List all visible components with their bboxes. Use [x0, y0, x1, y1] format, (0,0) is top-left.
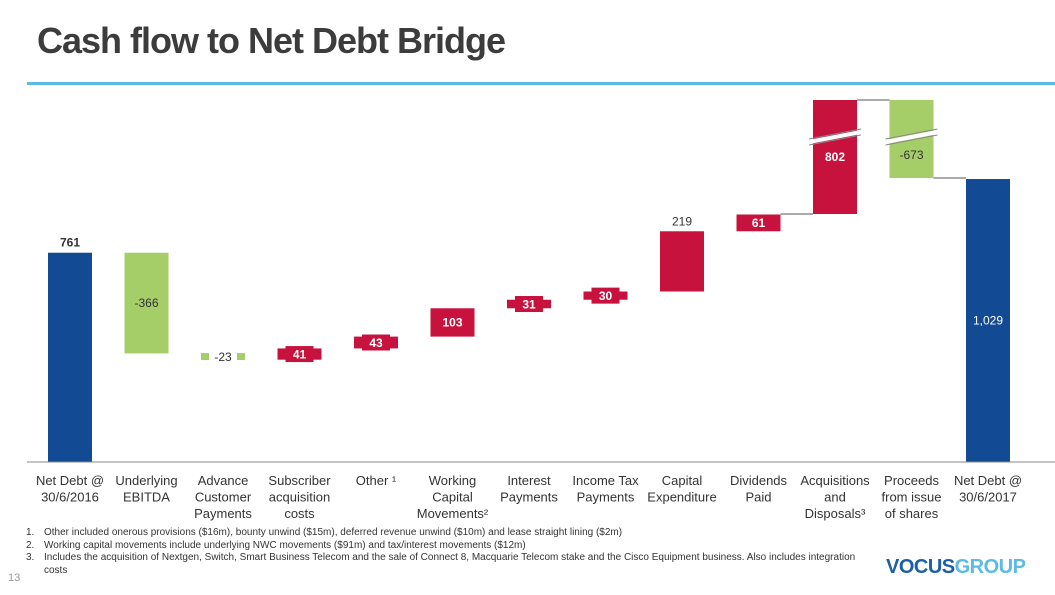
category-label-line: of shares	[885, 506, 939, 521]
category-label: Net Debt @ 30/6/2016	[36, 473, 104, 505]
category-label-line: Net Debt @	[36, 473, 104, 488]
category-label-line: Advance	[198, 473, 249, 488]
page-number: 13	[8, 572, 21, 584]
category-label: Interest Payments	[500, 473, 558, 505]
page-title: Cash flow to Net Debt Bridge	[37, 20, 506, 61]
footnote-text: Includes the acquisition of Nextgen, Swi…	[44, 552, 856, 576]
category-label-line: 30/6/2016	[41, 490, 99, 505]
category-label-line: Capital	[662, 473, 703, 488]
category-label-line: Other ¹	[356, 473, 397, 488]
category-label: Subscriber acquisition costs	[268, 473, 331, 521]
category-label-line: Interest	[507, 473, 551, 488]
waterfall-chart: 761 -366 -23 41 43 103 31 30 219 61 802 -673 1,029 N…	[27, 99, 1055, 521]
value-label-backdrop	[209, 348, 237, 365]
value-label: 219	[672, 214, 692, 228]
value-label: 31	[522, 298, 536, 312]
category-label: Acquisitions and Disposals³	[800, 473, 870, 521]
footnote-2: 2. Working capital movements include und…	[26, 540, 866, 553]
axis-break-mark	[808, 128, 862, 140]
footnote-number: 1.	[26, 527, 35, 538]
category-label: Net Debt @ 30/6/2017	[954, 473, 1022, 505]
bar	[966, 179, 1010, 462]
category-label-line: Disposals³	[805, 506, 866, 521]
title-divider	[27, 82, 1055, 85]
category-label-line: Working	[429, 473, 476, 488]
category-label-line: Movements²	[417, 506, 489, 521]
value-label: 1,029	[973, 314, 1003, 328]
footnote-3: 3. Includes the acquisition of Nextgen, …	[26, 552, 866, 577]
bar	[736, 214, 781, 232]
axis-break-mark	[885, 128, 938, 140]
axis-break-mark	[808, 130, 862, 144]
category-label-line: Dividends	[730, 473, 788, 488]
value-label-backdrop	[591, 287, 620, 304]
category-label-line: 30/6/2017	[959, 490, 1017, 505]
value-label: 41	[293, 348, 307, 362]
bar	[48, 252, 92, 462]
bar	[430, 308, 475, 337]
footnote-1: 1. Other included onerous provisions ($1…	[26, 527, 866, 540]
category-label-line: Income Tax	[572, 473, 639, 488]
value-label: -23	[214, 350, 232, 364]
connectors-group	[780, 99, 966, 215]
footnote-number: 3.	[26, 552, 35, 563]
value-label: 802	[825, 150, 845, 164]
value-label: 30	[599, 289, 613, 303]
category-label-line: Subscriber	[268, 473, 331, 488]
category-label-line: costs	[284, 506, 315, 521]
footnote-text: Other included onerous provisions ($16m)…	[44, 527, 623, 538]
logo-text-vocus: VOCUS	[886, 556, 955, 578]
footnote-text: Working capital movements include underl…	[44, 539, 526, 551]
footnotes: 1. Other included onerous provisions ($1…	[26, 527, 866, 577]
category-label-line: Payments	[577, 490, 635, 505]
category-label-line: Acquisitions	[800, 473, 870, 488]
category-label-line: Customer	[195, 490, 252, 505]
category-label: Underlying EBITDA	[115, 473, 177, 505]
category-label-line: Payments	[194, 506, 252, 521]
value-label-backdrop	[515, 296, 543, 313]
axis-break-mark	[885, 134, 938, 146]
category-label: Proceeds from issue of shares	[882, 473, 942, 521]
category-label-line: Expenditure	[647, 490, 716, 505]
bar	[124, 252, 169, 354]
category-label-line: Paid	[745, 490, 771, 505]
bars-group	[48, 100, 1010, 462]
value-label: 61	[752, 216, 766, 230]
category-label-line: Capital	[432, 490, 473, 505]
value-label: -366	[134, 296, 158, 310]
logo-text-group: GROUP	[954, 556, 1026, 578]
value-label: 761	[60, 236, 80, 250]
category-labels-group: Net Debt @ 30/6/2016 Underlying EBITDA Advan…	[36, 473, 1022, 521]
category-label-line: EBITDA	[123, 490, 170, 505]
category-label: Working Capital Movements²	[417, 473, 489, 521]
category-label-line: Payments	[500, 490, 558, 505]
category-label: Capital Expenditure	[647, 473, 716, 505]
bar	[660, 231, 704, 292]
category-label-line: Underlying	[115, 473, 177, 488]
value-label: -673	[899, 148, 923, 162]
category-label-line: Proceeds	[884, 473, 939, 488]
category-label-line: from issue	[882, 490, 942, 505]
value-labels-group: 761 -366 -23 41 43 103 31 30 219 61 802 -673 1,029	[60, 148, 1003, 364]
axis-break-mark	[885, 130, 938, 144]
bar	[813, 100, 857, 214]
category-label: Advance Customer Payments	[194, 473, 252, 521]
axis-break-mark	[808, 134, 862, 146]
category-label: Dividends Paid	[730, 473, 788, 505]
value-label-backdrop	[285, 346, 314, 363]
category-label: Other ¹	[356, 473, 397, 488]
value-label: 43	[369, 336, 383, 350]
value-label: 103	[442, 315, 462, 329]
category-label: Income Tax Payments	[572, 473, 639, 505]
footnote-number: 2.	[26, 539, 35, 551]
category-label-line: acquisition	[269, 490, 330, 505]
category-label-line: Net Debt @	[954, 473, 1022, 488]
category-label-line: and	[824, 490, 846, 505]
vocus-group-logo: VOCUSGROUP	[886, 556, 1026, 579]
value-label-backdrop	[362, 334, 390, 351]
